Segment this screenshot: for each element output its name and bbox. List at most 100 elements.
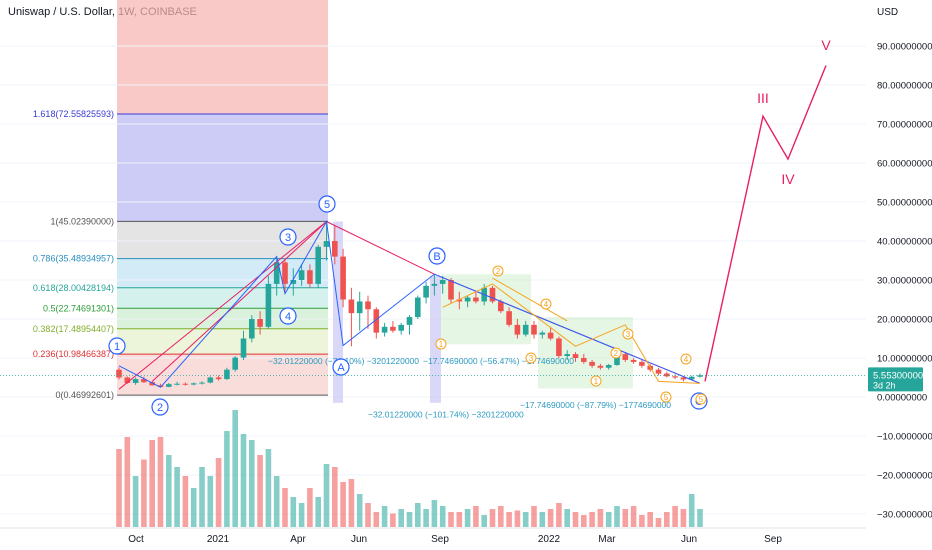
wave-count-line [118,219,701,388]
sub-wave-label[interactable]: 5 [660,391,672,403]
volume-bar [124,437,131,527]
candle[interactable] [572,352,579,362]
candle-body [224,369,230,380]
volume-bar [672,506,678,527]
sub-wave-label[interactable]: 1 [435,338,447,350]
sub-wave-label[interactable]: 2 [610,347,622,359]
candle[interactable] [307,264,313,288]
candle[interactable] [514,319,521,339]
candle[interactable] [332,225,338,265]
candle[interactable] [182,382,189,386]
candle[interactable] [547,326,554,341]
candle[interactable] [273,256,280,296]
candle[interactable] [166,382,172,388]
volume-bar [448,512,454,527]
candle[interactable] [265,276,272,329]
time-axis: Oct 2021 Apr Jun Sep 2022 Mar Jun Sep [0,527,866,545]
fib-zone [117,287,328,309]
candle[interactable] [398,322,404,335]
wave-label-b[interactable]: B [428,247,446,265]
wave-label-2[interactable]: 2 [151,398,169,416]
candle[interactable] [630,358,637,364]
candle-body [605,365,612,368]
candle[interactable] [348,287,355,347]
candle[interactable] [356,291,363,331]
sub-wave-circle [610,347,622,359]
candle[interactable] [439,276,446,294]
candle[interactable] [605,363,612,370]
sub-wave-label[interactable]: 1 [590,375,602,387]
candle[interactable] [464,295,471,308]
candle[interactable] [249,315,255,343]
wave-label-1[interactable]: 1 [108,337,126,355]
candle[interactable] [199,381,205,385]
candle[interactable] [373,307,380,339]
candle[interactable] [448,278,454,304]
candle[interactable] [315,244,321,288]
candle[interactable] [224,367,230,380]
candle[interactable] [489,285,496,304]
candle[interactable] [215,375,222,381]
candle[interactable] [290,268,297,296]
candle[interactable] [522,320,529,337]
sub-wave-label[interactable]: 2 [492,265,504,277]
volume-bar [356,494,363,527]
candle[interactable] [257,311,263,335]
candle[interactable] [556,336,562,358]
candle[interactable] [298,264,305,286]
candle[interactable] [639,359,645,368]
volume-bar [439,506,446,527]
candle[interactable] [531,320,537,339]
sub-wave-label[interactable]: 3 [622,328,634,340]
candle[interactable] [622,352,629,362]
candle[interactable] [473,291,479,304]
candle[interactable] [149,381,155,386]
candle[interactable] [207,376,214,384]
candle[interactable] [340,248,346,308]
candle[interactable] [597,363,604,370]
candle[interactable] [390,320,396,333]
sub-wave-text: 3 [529,354,534,363]
candle[interactable] [655,367,662,376]
candle[interactable] [190,382,197,386]
wave-label-5[interactable]: 5 [318,195,336,213]
sub-wave-circle [590,375,602,387]
sub-wave-label[interactable]: 4 [680,353,692,365]
wave-label-a[interactable]: A [332,358,350,376]
candle[interactable] [323,221,330,261]
candle[interactable] [174,381,180,386]
candle[interactable] [406,315,413,335]
candle[interactable] [456,291,463,310]
wave-label-3[interactable]: 3 [279,228,297,246]
candle[interactable] [141,376,147,383]
candle[interactable] [116,367,122,380]
candle[interactable] [240,330,247,360]
sub-wave-label[interactable]: 5 [695,393,707,405]
candle[interactable] [664,371,670,378]
volume-bar [431,500,438,527]
candle[interactable] [506,307,512,327]
candle[interactable] [132,377,139,385]
wave-label-4[interactable]: 4 [279,307,297,325]
sub-wave-text: 2 [614,349,619,358]
candle[interactable] [581,354,587,364]
axis-tick-label: 50.00000000 [877,198,932,209]
candle[interactable] [589,359,595,368]
sub-wave-text: 4 [684,355,689,364]
candle[interactable] [381,322,388,337]
sub-wave-label[interactable]: 4 [540,298,552,310]
volume-bar [572,512,579,527]
candle[interactable] [282,258,288,292]
candle[interactable] [415,295,421,319]
candle[interactable] [431,274,438,296]
candle[interactable] [365,295,371,329]
candle[interactable] [423,281,429,304]
sub-wave-label[interactable]: 3 [525,352,537,364]
candle-body [564,354,570,357]
candle[interactable] [539,330,546,339]
candle[interactable] [564,350,570,360]
candle-body [498,301,504,312]
candle[interactable] [232,356,238,372]
